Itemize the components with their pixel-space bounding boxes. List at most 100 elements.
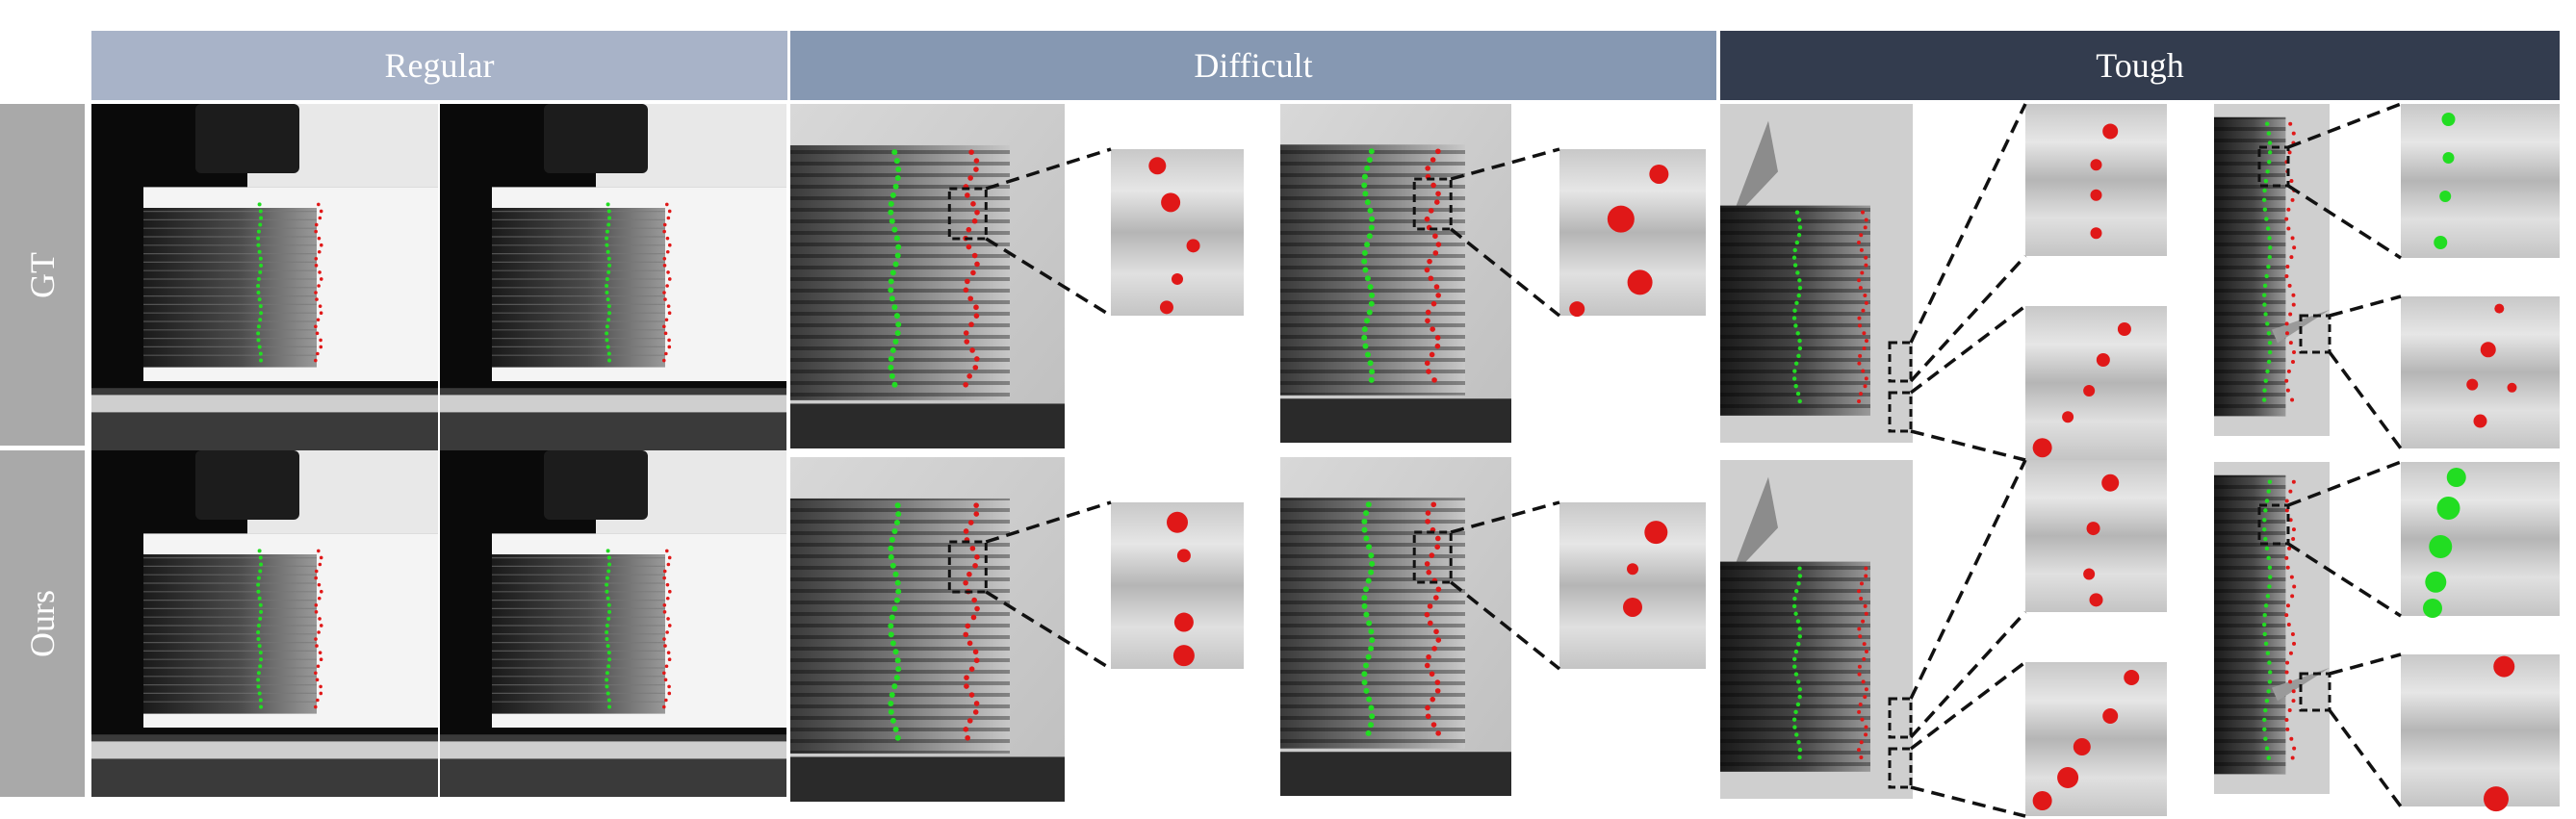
difficult-ours-panel-2-outer-point	[1430, 696, 1436, 703]
tough-ours-panel-1-inner-point	[1797, 755, 1802, 760]
tough-ours-panel-1-outer-point	[1862, 642, 1867, 647]
regular-ours-panel-1-inner-point	[256, 576, 261, 580]
tough-ours-panel-2-outer-point	[2284, 499, 2289, 503]
difficult-gt-panel-2-inner-point	[1361, 326, 1368, 333]
tough-gt-connector-4a	[2329, 294, 2402, 318]
tough-ours-panel-2-inner-point	[2262, 526, 2267, 532]
difficult-gt-panel-2-outer-point	[1428, 208, 1434, 214]
tough-ours-panel-2-outer-point	[2291, 527, 2296, 532]
difficult-gt-panel-1-outer-point	[967, 175, 973, 181]
difficult-ours-panel-2-outer-point	[1424, 611, 1430, 618]
tough-gt-inset-4-point	[2507, 382, 2517, 393]
regular-ours-panel-1-inner-point	[256, 623, 261, 627]
tough-ours-panel-1-outer-point	[1864, 687, 1868, 692]
tough-ours-panel-2-inner-point	[2262, 518, 2267, 523]
tough-gt-panel-2-inner-point	[2266, 331, 2272, 336]
tough-gt-panel-1-inner-point	[1797, 398, 1802, 404]
difficult-gt-panel-2-inner-point	[1364, 318, 1371, 324]
tough-gt-panel-2-outer-point	[2284, 321, 2289, 326]
regular-ours-panel-2-outer-point	[662, 603, 667, 607]
regular-ours-panel-2-inner-point	[606, 569, 611, 574]
row-label-gt: GT	[0, 104, 85, 446]
tough-ours-panel-2-inner-point	[2263, 603, 2269, 608]
difficult-ours-panel-1-outer-point	[965, 734, 970, 741]
tough-gt-inset-4	[2401, 296, 2560, 448]
regular-gt-panel-1-outer-point	[314, 264, 319, 268]
regular-ours-panel-1-clamp	[195, 450, 299, 520]
tough-gt-inset-2-bg	[2025, 306, 2167, 460]
tough-gt-panel-2-outer-point	[2291, 293, 2296, 297]
tough-gt-inset-2-point	[2096, 353, 2110, 367]
difficult-gt-panel-1-outer-point	[974, 261, 980, 268]
difficult-ours-panel-2-inner-point	[1369, 713, 1376, 720]
tough-gt-panel-2-inner-point	[2262, 397, 2267, 402]
tough-ours-panel-1-inner-point	[1797, 566, 1802, 571]
regular-gt-panel-1-inner-point	[258, 318, 263, 322]
regular-gt-panel-1-inner-point	[259, 358, 264, 363]
regular-ours-panel-2-inner-point	[605, 678, 609, 682]
tough-gt-panel-2-inner-point	[2265, 369, 2270, 374]
difficult-ours-inset-1-point	[1172, 645, 1195, 667]
difficult-gt-panel-1-outer-point	[963, 287, 969, 294]
difficult-gt-panel-2-outer-point	[1424, 267, 1430, 273]
difficult-gt-panel-1-outer-point	[971, 218, 978, 224]
difficult-ours-panel-2-inner-point	[1366, 544, 1373, 550]
regular-ours-panel-1-inner-point	[259, 609, 264, 614]
tough-ours-panel-1-outer-point	[1857, 672, 1862, 677]
regular-gt-panel-2-outer-point	[667, 338, 671, 343]
difficult-gt-panel-2-base	[1280, 398, 1511, 443]
difficult-ours-panel-2-inner-point	[1369, 560, 1376, 567]
tough-gt-connector-1a	[1909, 103, 2027, 344]
difficult-ours-panel-1-zoom-box	[947, 540, 988, 594]
tough-gt-panel-2-outer-point	[2284, 217, 2289, 221]
regular-gt-panel-1-outer-point	[314, 257, 319, 261]
tough-ours-panel-2-outer-point	[2284, 508, 2289, 513]
difficult-gt-panel-2-inner-point	[1361, 182, 1368, 189]
tough-ours-panel-1-inner-point	[1796, 581, 1801, 586]
regular-gt-panel-2-inner-point	[605, 324, 609, 329]
difficult-ours-panel-2-outer-point	[1425, 519, 1430, 525]
tough-ours-panel-1-outer-point	[1860, 717, 1865, 722]
header-regular: Regular	[91, 31, 787, 100]
regular-ours-panel-1-base-edge	[91, 741, 438, 759]
regular-ours-panel-2-inner-point	[606, 555, 611, 560]
difficult-gt-panel-2-outer-point	[1435, 293, 1441, 298]
tough-ours-panel-2-inner-point	[2264, 546, 2270, 551]
tough-ours-panel-1-outer-point	[1859, 755, 1864, 759]
tough-gt-panel-1-inner-point	[1792, 247, 1797, 253]
regular-ours-panel-1-inner-point	[256, 671, 261, 676]
tough-gt-panel-1-inner-point	[1795, 391, 1801, 397]
regular-ours-panel-2-inner-point	[605, 630, 609, 634]
difficult-ours-panel-1-inner-point	[888, 553, 894, 560]
regular-ours-panel-1-outer-point	[316, 698, 320, 703]
tough-gt-panel-2-outer-point	[2288, 341, 2293, 346]
difficult-ours-panel-2-outer-point	[1427, 620, 1433, 627]
difficult-ours-inset-1-point	[1167, 511, 1188, 533]
tough-gt-inset-4-point	[2494, 303, 2505, 314]
tough-gt-inset-2-point	[2062, 411, 2074, 423]
regular-gt-panel-1-outer-point	[319, 345, 323, 349]
regular-gt-panel-1-outer-point	[319, 338, 322, 343]
difficult-gt-panel-1-outer-point	[970, 269, 976, 276]
regular-ours-panel-2-outer-point	[667, 624, 672, 627]
tough-ours-panel-2-outer-point	[2292, 746, 2297, 751]
regular-gt-panel-2-outer-point	[667, 209, 672, 214]
difficult-gt-panel-2-inner-point	[1362, 267, 1369, 273]
regular-gt-panel-1-outer-point	[317, 249, 322, 254]
difficult-gt-panel-1-zoom-box	[947, 187, 988, 241]
difficult-gt-panel-1-outer-point	[973, 158, 980, 164]
regular-ours-panel-2-outer-point	[665, 596, 670, 601]
regular-gt-panel-1-inner-point	[258, 269, 263, 274]
regular-ours-panel-2-inner-point	[606, 664, 611, 669]
regular-ours-panel-1-inner-point	[256, 630, 261, 634]
regular-ours-panel-1-outer-point	[314, 603, 319, 607]
regular-gt-panel-1-inner-point	[256, 276, 261, 281]
difficult-ours-panel-2-outer-point	[1434, 679, 1441, 685]
regular-gt-panel-2	[440, 104, 786, 450]
header-tough: Tough	[1720, 31, 2560, 100]
tough-gt-panel-1-inner-point	[1797, 278, 1802, 283]
tough-gt-inset-2-point	[2117, 322, 2131, 336]
tough-ours-inset-2-bg	[2025, 662, 2167, 816]
tough-gt-panel-1-outer-point	[1857, 398, 1862, 403]
tough-ours-panel-1-inner-point	[1797, 574, 1803, 578]
